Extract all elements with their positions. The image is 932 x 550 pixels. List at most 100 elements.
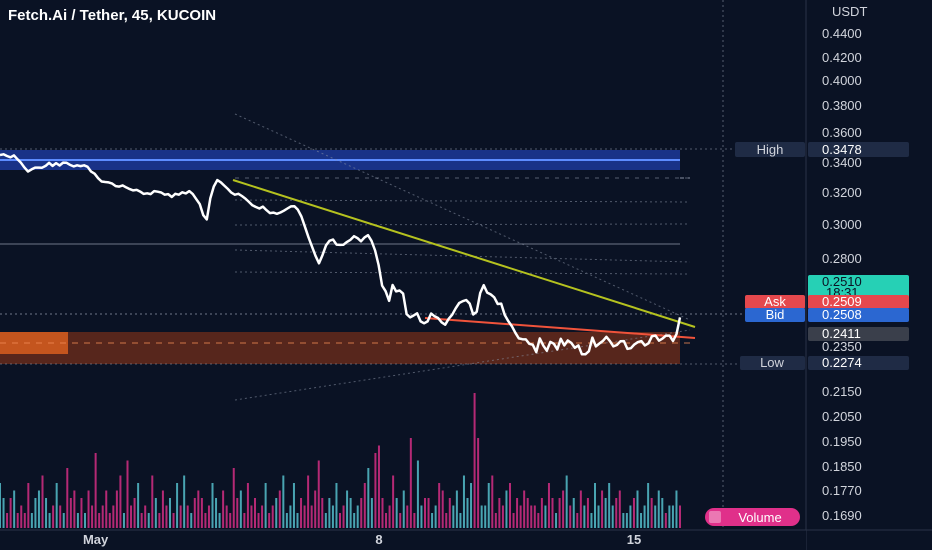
volume-legend-label: Volume (738, 510, 781, 525)
volume-bar (409, 438, 412, 528)
volume-bar (59, 505, 62, 528)
y-tick-label: 0.1770 (822, 483, 862, 498)
upper-trendline[interactable] (232, 179, 696, 328)
volume-bar (87, 490, 90, 528)
y-ticks: 0.4400 0.4200 0.4000 0.3800 0.3600 0.3400 0.32… (822, 26, 862, 523)
volume-bar (179, 505, 182, 528)
volume-bar (558, 498, 561, 528)
volume-bar (236, 498, 239, 528)
volume-bar (668, 505, 671, 528)
volume-bar (229, 513, 232, 528)
eye-icon[interactable] (709, 511, 721, 523)
volume-bar (406, 505, 409, 528)
volume-bar (544, 505, 547, 528)
volume-bar (459, 513, 462, 528)
price-line[interactable] (0, 153, 682, 356)
volume-bar (632, 498, 635, 528)
y-tick-label: 0.2350 (822, 339, 862, 354)
volume-bar (555, 513, 558, 528)
volume-bar (399, 513, 402, 528)
volume-bar (307, 475, 310, 528)
volume-bar (583, 505, 586, 528)
volume-bar (0, 483, 1, 528)
volume-bar (618, 490, 621, 528)
y-tick-label: 0.3200 (822, 185, 862, 200)
volume-bar (271, 505, 274, 528)
y-tick-label: 0.1690 (822, 508, 862, 523)
time-axis[interactable] (0, 530, 806, 550)
volume-bar (551, 498, 554, 528)
volume-bar (30, 513, 33, 528)
ask-value-box (808, 295, 909, 309)
high-value: 0.3478 (822, 142, 862, 157)
y-tick-label: 0.3600 (822, 125, 862, 140)
volume-bar (112, 505, 115, 528)
volume-bar (533, 505, 536, 528)
volume-bar (268, 513, 271, 528)
marker-value: 0.2411 (822, 326, 861, 341)
volume-bar (339, 513, 341, 528)
volume-bar (6, 513, 9, 528)
volume-bar (282, 475, 285, 528)
volume-bar (590, 513, 593, 528)
volume-bar (23, 513, 26, 528)
volume-bar (34, 498, 37, 528)
ask-value: 0.2509 (822, 294, 862, 309)
volume-bar (509, 483, 511, 528)
volume-bar (402, 490, 405, 528)
x-tick-label: 8 (375, 532, 382, 547)
volume-bar (611, 505, 614, 528)
volume-bar (367, 468, 370, 528)
volume-bars (0, 393, 681, 528)
bid-label: Bid (766, 307, 785, 322)
volume-bar (381, 498, 384, 528)
y-tick-label: 0.1850 (822, 459, 862, 474)
volume-bar (360, 498, 363, 528)
volume-bar (105, 490, 108, 528)
volume-bar (576, 513, 579, 528)
volume-bar (540, 498, 543, 528)
y-tick-label: 0.4200 (822, 50, 862, 65)
y-tick-label: 0.3000 (822, 217, 862, 232)
volume-bar (37, 490, 40, 528)
volume-bar (445, 513, 448, 528)
volume-bar (569, 505, 572, 528)
volume-bar (431, 513, 434, 528)
volume-bar (115, 490, 118, 528)
x-tick-label: 15 (627, 532, 641, 547)
ask-label-box (745, 295, 805, 309)
low-zone-profile (0, 332, 68, 354)
high-label-box (735, 142, 805, 157)
volume-bar (335, 483, 338, 528)
volume-bar (594, 483, 596, 528)
volume-legend[interactable] (705, 508, 800, 526)
volume-bar (470, 483, 473, 528)
price-axis[interactable] (806, 0, 932, 530)
high-value-box (808, 142, 909, 157)
volume-bar (98, 513, 101, 528)
volume-bar (165, 505, 168, 528)
volume-bar (671, 505, 674, 528)
volume-bar (222, 490, 225, 528)
volume-bar (462, 475, 465, 528)
volume-bar (424, 498, 426, 528)
volume-bar (91, 505, 94, 528)
volume-bar (416, 460, 419, 528)
volume-bar (413, 513, 416, 528)
volume-bar (597, 505, 600, 528)
volume-bar (278, 490, 281, 528)
volume-bar (151, 475, 154, 528)
volume-bar (261, 505, 264, 528)
volume-bar (370, 498, 373, 528)
y-tick-label: 0.4000 (822, 73, 862, 88)
volume-bar (246, 483, 249, 528)
lower-trendline[interactable] (424, 317, 696, 339)
volume-bar (101, 505, 104, 528)
volume-bar (438, 483, 441, 528)
volume-bar (526, 498, 529, 528)
volume-bar (317, 460, 320, 528)
y-tick-label: 0.2150 (822, 384, 862, 399)
volume-bar (523, 490, 526, 528)
